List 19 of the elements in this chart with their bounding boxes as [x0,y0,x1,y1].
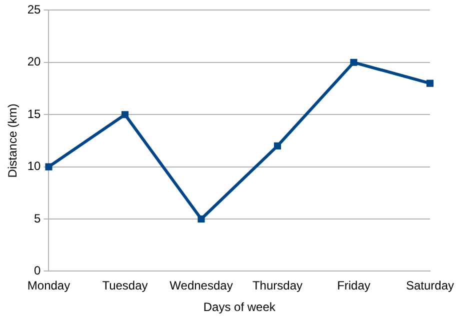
point [426,80,434,87]
y-tick-label: 5 [34,211,42,226]
y-tick-label: 15 [27,106,42,121]
x-tick-label: Monday [27,278,70,293]
y-tick-label: 25 [27,2,42,17]
x-tick-label: Wednesday [170,278,233,293]
x-tick-label: Saturday [406,278,454,293]
y-tick-label: 20 [27,54,42,69]
x-axis-title: Days of week [203,300,276,314]
y-axis-title: Distance (km) [6,104,20,178]
point [121,111,129,118]
x-tick-label: Tuesday [102,278,148,293]
point [274,142,282,150]
y-tick-label: 10 [27,159,42,174]
point [198,215,205,223]
x-tick-label: Thursday [252,278,303,293]
y-tick-label: 0 [34,264,42,278]
x-tick-label: Friday [337,278,370,293]
point [350,58,358,66]
